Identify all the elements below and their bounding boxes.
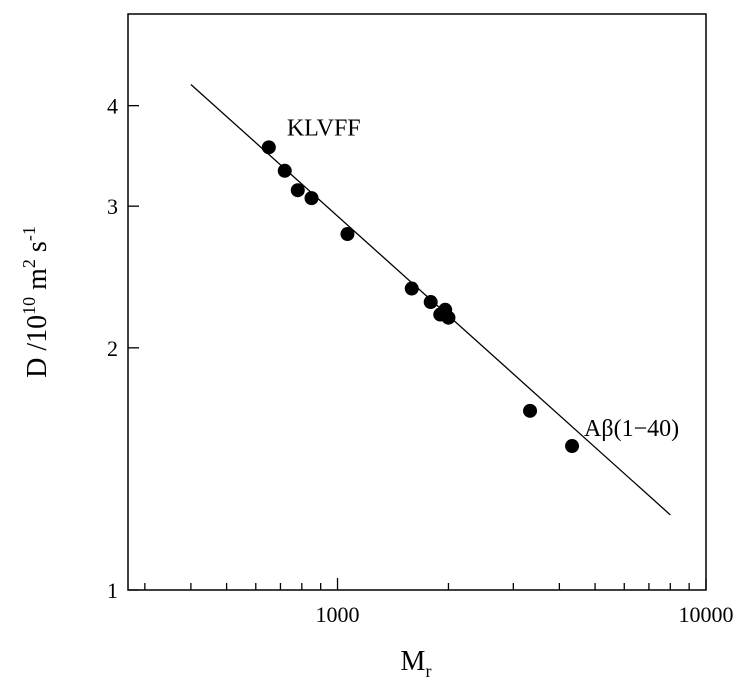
y-tick-label: 3 <box>107 194 118 219</box>
y-axis-label-exp1: 10 <box>19 297 39 315</box>
y-tick-label: 2 <box>107 336 118 361</box>
y-axis-label-prefix: D /10 <box>22 315 53 378</box>
data-point <box>290 183 305 198</box>
data-point <box>340 227 355 242</box>
data-point <box>404 281 419 296</box>
y-axis-ticks <box>128 105 139 591</box>
x-tick-label: 1000 <box>316 602 360 627</box>
point-annotation: KLVFF <box>287 115 361 141</box>
y-tick-label: 1 <box>107 578 118 603</box>
data-point <box>277 163 292 178</box>
y-axis-label-mid2: s <box>22 241 53 259</box>
data-point <box>523 403 538 418</box>
x-axis-tick-labels: 1000 10000 <box>316 602 734 627</box>
data-point <box>304 191 319 206</box>
y-axis-label: D /1010 m2 s-1 <box>19 226 53 378</box>
x-axis-label-sub: r <box>425 661 431 681</box>
x-tick-label: 10000 <box>679 602 734 627</box>
y-axis-label-exp3: -1 <box>19 226 39 241</box>
y-axis-tick-labels: 1 2 3 4 <box>107 94 118 603</box>
y-axis-label-mid: m <box>22 268 53 297</box>
plot-frame <box>127 13 707 591</box>
x-axis-ticks <box>144 578 707 590</box>
point-annotation: Aβ(1−40) <box>584 416 679 442</box>
annotations: KLVFF Aβ(1−40) <box>287 115 679 442</box>
y-axis-label-exp2: 2 <box>19 259 39 268</box>
x-axis-label: Mr <box>401 646 432 681</box>
x-axis-label-base: M <box>401 646 426 677</box>
data-point <box>261 140 276 155</box>
data-point <box>441 310 456 325</box>
data-point <box>423 295 438 310</box>
data-points <box>261 140 580 454</box>
data-point <box>565 439 580 454</box>
y-tick-label: 4 <box>107 94 118 119</box>
